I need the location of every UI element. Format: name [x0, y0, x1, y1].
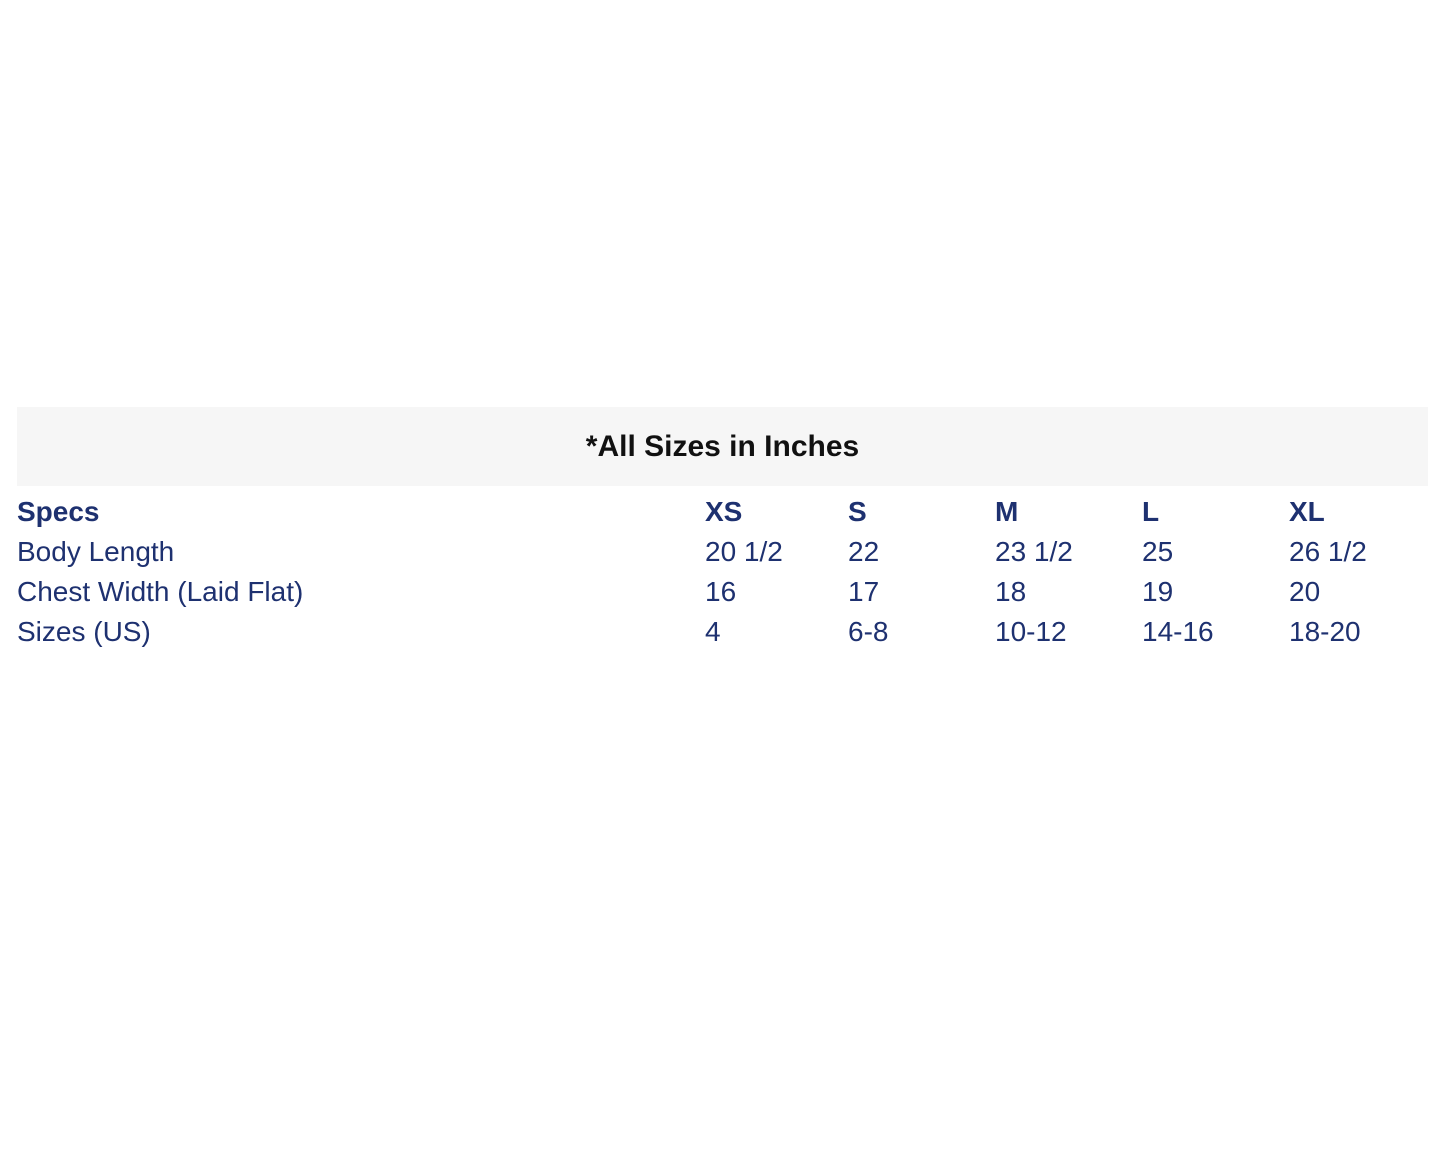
column-header-s: S — [848, 496, 867, 527]
value-cell: 14-16 — [1142, 616, 1214, 647]
value-cell: 22 — [848, 536, 880, 567]
value-cell: 20 1/2 — [705, 536, 783, 567]
value-cell: 18 — [995, 576, 1027, 607]
sizes-note-banner: *All Sizes in Inches — [17, 407, 1428, 486]
row-label: Body Length — [17, 536, 175, 567]
value-cell: 18-20 — [1289, 616, 1361, 647]
value-cell: 26 1/2 — [1289, 536, 1367, 567]
column-header-xl: XL — [1289, 496, 1325, 527]
value-cell: 25 — [1142, 536, 1174, 567]
column-header-m: M — [995, 496, 1019, 527]
column-header-xs: XS — [705, 496, 743, 527]
column-header-specs: Specs — [17, 496, 100, 527]
table-row-sizes-us: Sizes (US) 4 6-8 10-12 14-16 18-20 — [17, 612, 1428, 652]
value-cell: 20 — [1289, 576, 1321, 607]
row-label: Sizes (US) — [17, 616, 151, 647]
row-label: Chest Width (Laid Flat) — [17, 576, 304, 607]
value-cell: 17 — [848, 576, 880, 607]
value-cell: 10-12 — [995, 616, 1067, 647]
value-cell: 4 — [705, 616, 721, 647]
value-cell: 23 1/2 — [995, 536, 1073, 567]
value-cell: 16 — [705, 576, 737, 607]
table-header-row: Specs XS S M L XL — [17, 492, 1428, 532]
size-chart-table: Specs XS S M L XL Body Length 20 1/2 22 … — [17, 492, 1428, 652]
value-cell: 6-8 — [848, 616, 889, 647]
table-row-body-length: Body Length 20 1/2 22 23 1/2 25 26 1/2 — [17, 532, 1428, 572]
table-row-chest-width: Chest Width (Laid Flat) 16 17 18 19 20 — [17, 572, 1428, 612]
sizes-note-text: *All Sizes in Inches — [585, 429, 860, 463]
column-header-l: L — [1142, 496, 1160, 527]
value-cell: 19 — [1142, 576, 1174, 607]
